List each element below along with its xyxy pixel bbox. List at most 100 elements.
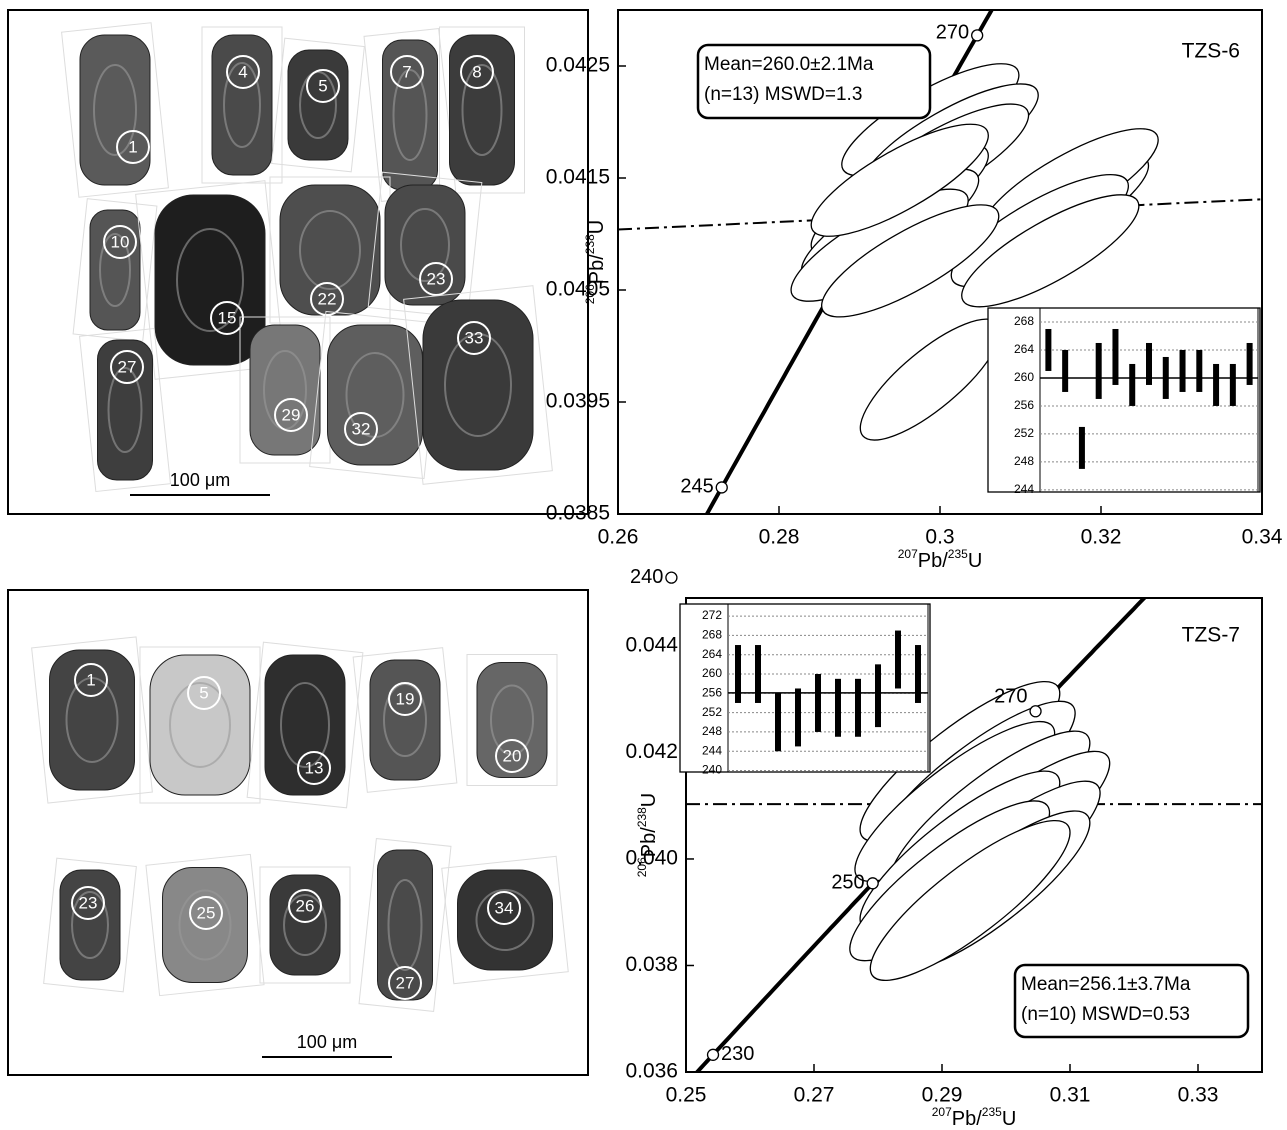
x-tick-label: 0.27: [794, 1084, 835, 1107]
inset-bar: [735, 645, 741, 703]
inset-bar: [1196, 350, 1202, 392]
inset-bar: [1213, 364, 1219, 406]
inset-bar: [1146, 343, 1152, 385]
y-tick-label: 0.0425: [546, 54, 610, 77]
label-part: U: [1002, 1108, 1016, 1130]
scale-label: 100 μm: [297, 1032, 357, 1052]
inset-bar: [1112, 329, 1118, 385]
zircon-grain: [423, 300, 533, 470]
x-tick-label: 0.29: [922, 1084, 963, 1107]
age-label: 270: [994, 686, 1027, 708]
age-label: 270: [936, 22, 969, 44]
inset-tick-label: 244: [702, 743, 722, 757]
label-part: U: [586, 220, 608, 234]
x-tick-label: 0.33: [1178, 1084, 1219, 1107]
x-tick-label: 0.28: [759, 526, 800, 549]
zircon-grain: [458, 870, 553, 970]
inset-bar: [1096, 343, 1102, 399]
age-marker: [708, 1049, 719, 1060]
label-part: Pb/: [952, 1108, 982, 1130]
inset-tick-label: 264: [1014, 342, 1034, 356]
spot-label: 26: [296, 896, 315, 915]
spot-label: 32: [352, 419, 371, 438]
inset-tick-label: 268: [1014, 314, 1034, 328]
spot-label: 19: [396, 689, 415, 708]
label-part: Pb/: [918, 550, 948, 572]
inset-tick-label: 252: [1014, 426, 1034, 440]
y-tick-label: 0.0415: [546, 166, 610, 189]
inset-tick-label: 248: [702, 724, 722, 738]
zircon-grain: [90, 210, 140, 330]
inset-tick-label: 240: [702, 763, 722, 777]
label-part: 235: [948, 547, 968, 561]
scale-label: 100 μm: [170, 470, 230, 490]
y-tick-label: 0.036: [625, 1060, 678, 1083]
inset-bar: [855, 679, 861, 737]
spot-label: 4: [238, 62, 247, 81]
x-tick-label: 0.31: [1050, 1084, 1091, 1107]
spot-label: 7: [402, 62, 411, 81]
zircon-grain: [288, 50, 348, 160]
spot-label: 23: [79, 893, 98, 912]
inset-bar: [835, 679, 841, 737]
spot-label: 27: [118, 357, 137, 376]
age-marker: [666, 572, 677, 583]
x-axis-label: 207Pb/235U: [898, 547, 983, 572]
inset-tick-label: 248: [1014, 454, 1034, 468]
inset-bar: [1180, 350, 1186, 392]
zircon-grain: [385, 185, 465, 305]
age-marker: [867, 878, 878, 889]
age-marker: [972, 30, 983, 41]
spot-label: 29: [282, 405, 301, 424]
inset-bar: [1129, 364, 1135, 406]
inset-bar: [1079, 427, 1085, 469]
spot-label: 27: [396, 973, 415, 992]
inset-bar: [795, 688, 801, 746]
spot-label: 22: [318, 289, 337, 308]
x-axis-label: 207Pb/235U: [932, 1105, 1017, 1130]
inset-bar: [1045, 329, 1051, 371]
inset-bar: [895, 631, 901, 689]
spot-label: 10: [111, 232, 130, 251]
inset-tick-label: 256: [1014, 398, 1034, 412]
y-tick-label: 0.044: [625, 633, 678, 656]
spot-label: 8: [472, 62, 481, 81]
mean-text: (n=13) MSWD=1.3: [704, 84, 862, 105]
label-part: U: [968, 550, 982, 572]
label-part: 238: [635, 807, 649, 827]
x-tick-label: 0.25: [666, 1084, 707, 1107]
inset-tick-label: 272: [702, 608, 722, 622]
inset-tick-label: 256: [702, 685, 722, 699]
sample-name: TZS-6: [1182, 40, 1240, 63]
y-tick-label: 0.0395: [546, 390, 610, 413]
y-tick-label: 0.042: [625, 740, 678, 763]
inset-tick-label: 264: [702, 647, 722, 661]
inset-tick-label: 268: [702, 628, 722, 642]
spot-label: 34: [495, 898, 514, 917]
label-part: Pb/: [638, 827, 660, 857]
mean-text: (n=10) MSWD=0.53: [1021, 1004, 1190, 1025]
inset-bar: [1163, 357, 1169, 399]
figure: 145781015222327293233100 μm1513192023252…: [0, 0, 1287, 1130]
inset-bar: [915, 645, 921, 703]
age-label: 240: [630, 566, 663, 588]
spot-label: 23: [427, 269, 446, 288]
mean-text: Mean=256.1±3.7Ma: [1021, 974, 1191, 995]
spot-label: 1: [128, 137, 137, 156]
inset-bar: [1062, 350, 1068, 392]
age-label: 230: [721, 1043, 754, 1065]
age-label: 245: [680, 476, 713, 498]
spot-label: 13: [305, 758, 324, 777]
spot-label: 5: [318, 76, 327, 95]
label-part: 206: [635, 857, 649, 877]
inset-tick-label: 260: [702, 666, 722, 680]
mean-text: Mean=260.0±2.1Ma: [704, 54, 874, 75]
inset-bar: [1230, 364, 1236, 406]
label-part: 207: [898, 547, 918, 561]
y-tick-label: 0.0385: [546, 502, 610, 525]
y-tick-label: 0.038: [625, 953, 678, 976]
x-tick-label: 0.3: [925, 526, 954, 549]
spot-label: 25: [197, 903, 216, 922]
label-part: 238: [583, 234, 597, 254]
zircon-grain: [370, 660, 440, 780]
